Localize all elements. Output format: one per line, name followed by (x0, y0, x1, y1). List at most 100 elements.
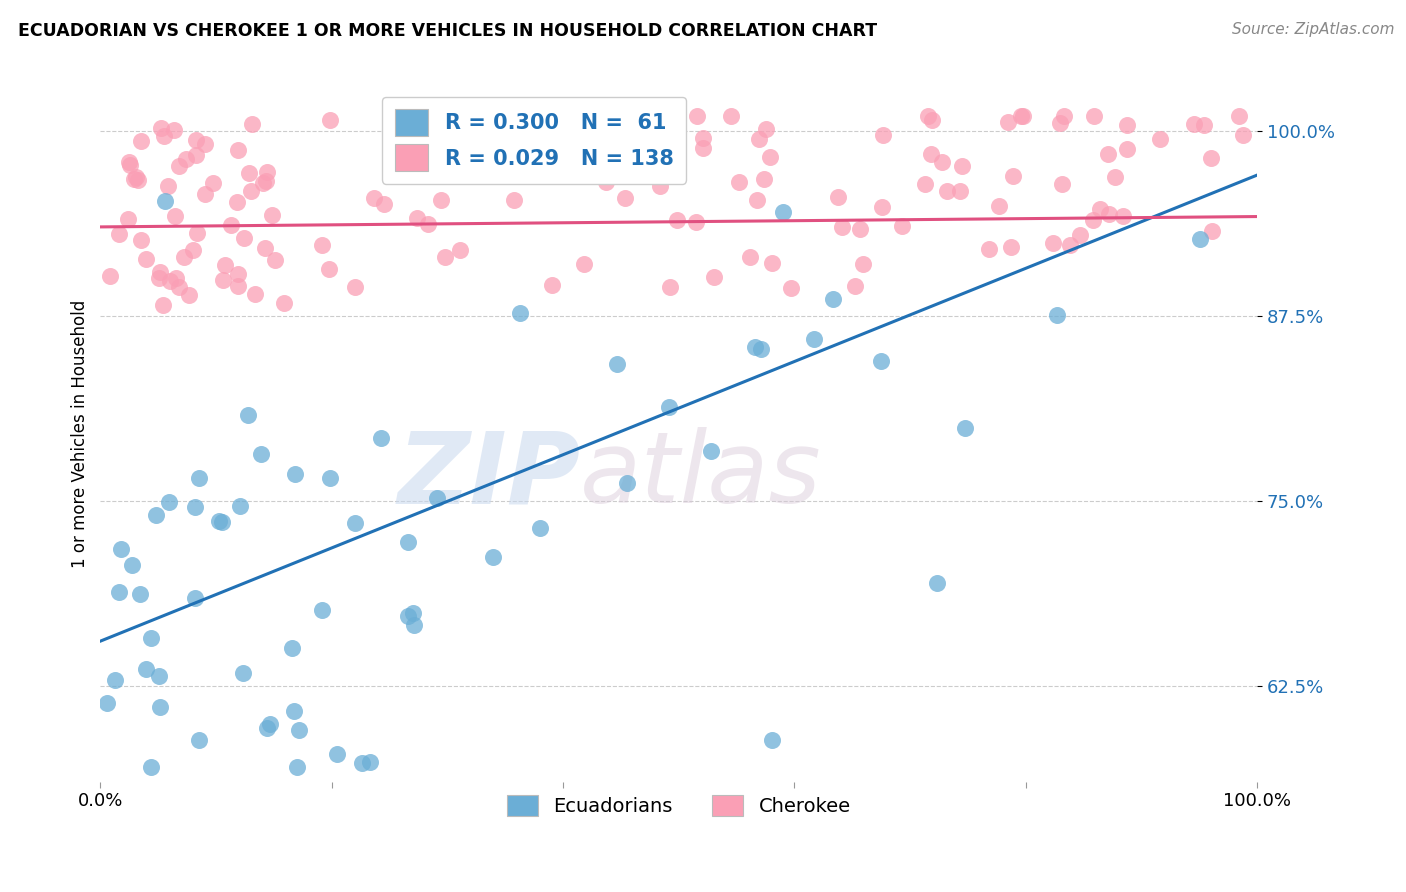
Point (184, 500, 207, 515)
Point (852, 257, 875, 271)
Point (273, 296, 295, 310)
Point (245, 287, 267, 301)
Point (1050, 177, 1073, 191)
Point (921, 113, 943, 128)
Point (174, 152, 197, 166)
Point (96, 696, 118, 710)
Point (416, 217, 439, 231)
Point (152, 298, 174, 312)
Point (727, 175, 749, 189)
Point (648, 178, 671, 193)
Point (211, 516, 233, 530)
Point (148, 669, 170, 683)
Point (950, 159, 973, 173)
Point (344, 280, 367, 294)
Point (803, 332, 825, 346)
Point (1049, 116, 1071, 130)
Point (127, 173, 149, 187)
Point (430, 193, 453, 207)
Point (252, 176, 274, 190)
Point (449, 151, 471, 165)
Point (665, 212, 688, 227)
Point (240, 184, 263, 198)
Point (433, 250, 456, 264)
Point (264, 252, 287, 267)
Point (128, 587, 150, 601)
Point (427, 168, 450, 182)
Point (1011, 109, 1033, 123)
Point (232, 665, 254, 680)
Point (529, 521, 551, 535)
Point (744, 340, 766, 354)
Point (165, 271, 187, 285)
Point (326, 747, 349, 762)
Point (747, 193, 769, 207)
Point (226, 278, 249, 293)
Point (118, 159, 141, 173)
Point (1001, 169, 1024, 183)
Point (616, 476, 638, 491)
Point (229, 499, 252, 513)
Point (254, 174, 277, 188)
Point (184, 133, 207, 147)
Point (1182, 117, 1205, 131)
Point (953, 420, 976, 434)
Point (1010, 109, 1032, 123)
Point (125, 169, 148, 184)
Point (949, 184, 972, 198)
Point (1201, 224, 1223, 238)
Point (977, 242, 1000, 256)
Point (869, 354, 891, 368)
Point (595, 175, 617, 189)
Point (823, 292, 845, 306)
Point (1097, 147, 1119, 161)
Point (481, 549, 503, 564)
Point (1000, 240, 1022, 254)
Point (396, 535, 419, 549)
Point (149, 121, 172, 136)
Point (614, 191, 637, 205)
Point (759, 149, 782, 163)
Point (780, 281, 803, 295)
Point (547, 120, 569, 135)
Point (110, 541, 132, 556)
Point (287, 723, 309, 738)
Point (606, 357, 628, 371)
Point (104, 673, 127, 687)
Point (233, 231, 256, 245)
Text: Source: ZipAtlas.com: Source: ZipAtlas.com (1232, 22, 1395, 37)
Point (238, 166, 260, 180)
Point (402, 607, 425, 621)
Point (181, 243, 204, 257)
Point (498, 152, 520, 166)
Point (188, 733, 211, 747)
Point (692, 141, 714, 155)
Point (285, 760, 308, 774)
Point (686, 109, 709, 123)
Point (406, 211, 429, 225)
Point (541, 278, 564, 293)
Point (1149, 132, 1171, 146)
Point (173, 250, 195, 264)
Point (1116, 142, 1139, 156)
Point (1083, 109, 1105, 123)
Point (148, 265, 170, 279)
Point (755, 121, 778, 136)
Point (426, 491, 449, 505)
Point (363, 191, 385, 205)
Point (139, 760, 162, 774)
Point (1192, 118, 1215, 132)
Point (318, 261, 340, 276)
Point (177, 287, 200, 301)
Point (1059, 238, 1081, 252)
Point (283, 704, 305, 718)
Point (108, 585, 131, 599)
Point (370, 431, 392, 445)
Point (404, 617, 426, 632)
Point (997, 115, 1019, 129)
Point (253, 241, 276, 255)
Point (752, 171, 775, 186)
Point (193, 136, 215, 151)
Point (153, 194, 176, 208)
Point (214, 258, 236, 272)
